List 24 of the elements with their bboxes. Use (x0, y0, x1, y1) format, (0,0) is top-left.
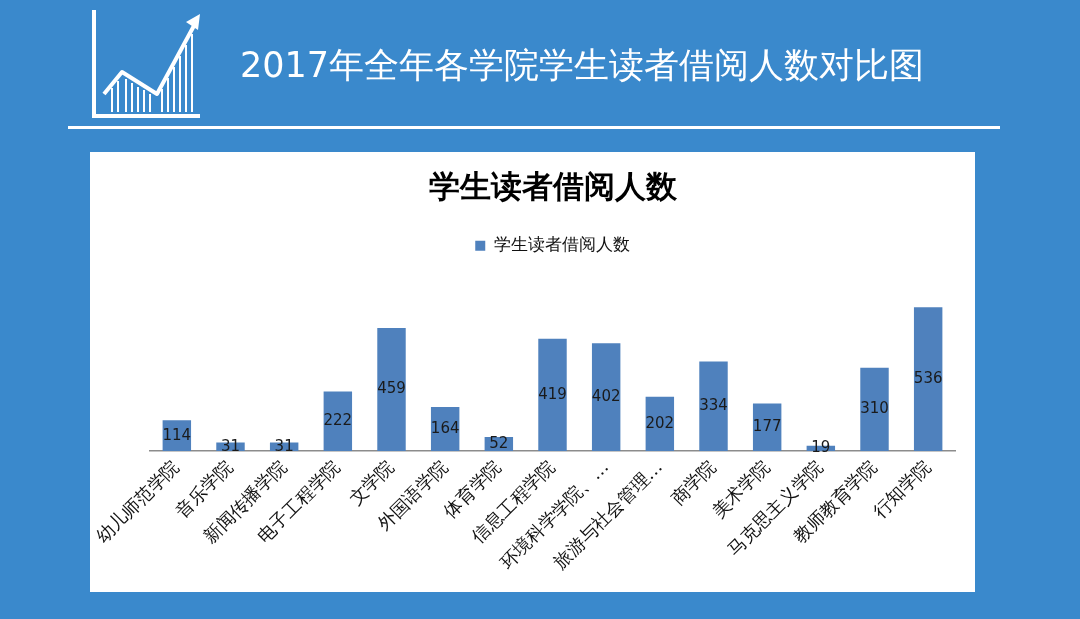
data-label: 536 (913, 369, 943, 388)
data-label: 177 (752, 417, 782, 436)
bar (699, 361, 728, 451)
data-label: 114 (162, 425, 192, 444)
data-label: 459 (377, 379, 406, 398)
data-label: 402 (591, 386, 621, 405)
bar (860, 367, 889, 451)
legend-label: 学生读者借阅人数 (493, 234, 630, 255)
data-label: 31 (220, 436, 241, 455)
bar (591, 343, 621, 451)
data-label: 222 (323, 411, 353, 430)
bar (377, 327, 406, 451)
data-label: 202 (645, 413, 675, 432)
data-label: 310 (860, 399, 889, 418)
bar (913, 307, 943, 451)
chart-title: 2017年全年各学院学生读者借阅人数对比图 (240, 44, 925, 87)
bar (752, 403, 782, 451)
data-label: 334 (699, 396, 728, 415)
data-label: 419 (538, 384, 567, 403)
data-label: 164 (430, 418, 460, 437)
bar (538, 338, 567, 451)
data-label: 52 (489, 433, 509, 452)
chart-subtitle: 学生读者借阅人数 (428, 167, 678, 204)
data-label: 31 (274, 436, 294, 455)
